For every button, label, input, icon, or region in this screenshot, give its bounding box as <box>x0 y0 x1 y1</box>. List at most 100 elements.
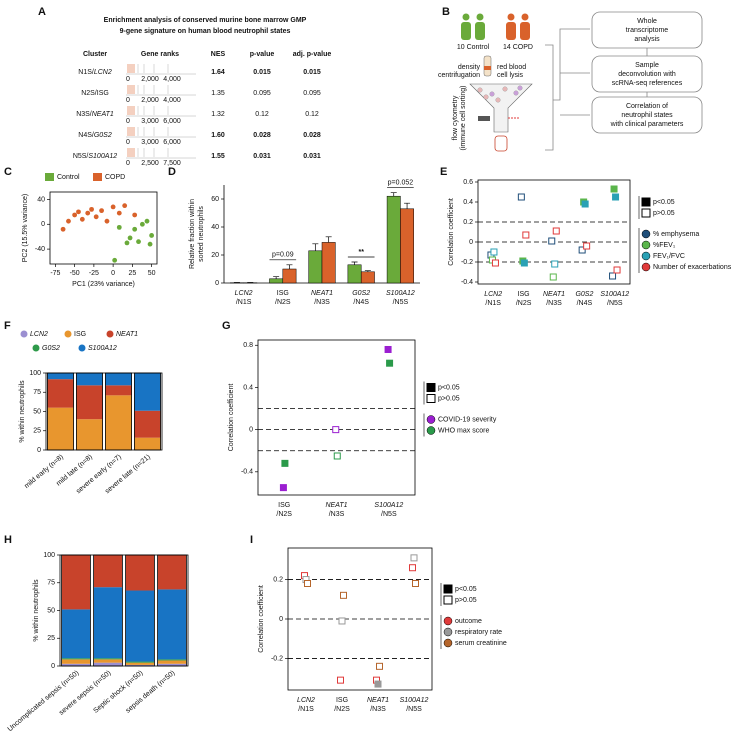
x-tick-sublabel: /N5S <box>393 299 409 306</box>
point <box>548 237 556 245</box>
rank-axis-label: 3,000 <box>141 139 159 146</box>
cell <box>517 85 523 91</box>
y-tick-label: 50 <box>47 607 55 614</box>
y-tick-label: -40 <box>35 246 45 253</box>
error-bar <box>351 261 358 265</box>
y-axis-label: % within neutrophils <box>33 579 40 642</box>
table-title: Enrichment analysis of conserved murine … <box>104 17 307 24</box>
panel-label: F <box>4 320 11 332</box>
point <box>549 273 557 281</box>
y-axis-label: sorted neutrophils <box>198 206 205 262</box>
error-bar <box>404 202 411 209</box>
panel-label: E <box>440 166 447 178</box>
point <box>139 221 145 227</box>
legend-label: % emphysema <box>653 231 699 238</box>
column-header: adj. p-value <box>293 51 332 58</box>
step-label: centrifugation <box>438 72 480 79</box>
table-value: 1.35 <box>211 90 225 97</box>
y-tick-label: 0 <box>249 426 253 433</box>
x-tick-sublabel: /N3S <box>329 511 345 518</box>
cluster-gene: ISG <box>97 90 109 97</box>
error-bar <box>273 276 280 279</box>
y-tick-label: 0 <box>51 663 55 670</box>
legend-label: p<0.05 <box>438 384 460 391</box>
point <box>613 266 621 274</box>
x-tick-sublabel: /N2S <box>334 706 350 713</box>
x-tick-sublabel: /N3S <box>546 300 562 307</box>
legend-swatch <box>20 330 28 338</box>
bar-segment <box>125 590 155 662</box>
step-label: red blood <box>497 64 526 71</box>
y-tick-label: 0.4 <box>243 384 253 391</box>
bar-segment <box>157 663 187 666</box>
column-header: p-value <box>250 51 275 58</box>
x-tick-label: G0S2 <box>352 290 370 297</box>
legend-label: NEAT1 <box>116 331 138 338</box>
collection-tube <box>494 135 508 152</box>
x-tick-label: NEAT1 <box>325 502 347 509</box>
y-tick-label: 40 <box>37 196 45 203</box>
rank-axis-label: 0 <box>126 118 130 125</box>
laser <box>478 116 490 121</box>
bar-segment <box>157 555 187 590</box>
cell <box>513 90 519 96</box>
y-tick-label: 0 <box>215 280 219 287</box>
plot-frame <box>49 191 158 265</box>
point <box>552 227 560 235</box>
table-value: 0.015 <box>253 69 271 76</box>
bar-segment <box>76 373 103 386</box>
rank-axis-label: 4,000 <box>163 76 181 83</box>
legend-swatch <box>443 638 453 648</box>
y-axis-label: Correlation coefficient <box>258 585 265 653</box>
y-tick-label: 20 <box>211 252 219 259</box>
legend-swatch <box>443 584 453 594</box>
bar-segment <box>134 437 161 450</box>
legend-swatch <box>641 197 651 207</box>
legend-swatch <box>426 426 436 435</box>
table-value: 0.028 <box>253 132 271 139</box>
box-label: analysis <box>634 36 660 43</box>
legend-swatch <box>443 627 453 637</box>
bar <box>269 278 284 284</box>
bar-segment <box>93 659 123 663</box>
bar-segment <box>76 385 103 420</box>
table-value: 1.55 <box>211 153 225 160</box>
legend-swatch <box>426 383 436 392</box>
cluster-gene: NEAT1 <box>92 111 114 118</box>
plot-frame <box>477 179 631 285</box>
process-box <box>591 96 703 134</box>
y-tick-label: 0.8 <box>243 342 253 349</box>
bar-segment <box>47 407 74 450</box>
error-bar <box>312 243 319 251</box>
rank-axis-label: 6,000 <box>163 118 181 125</box>
panel-label: I <box>250 534 253 546</box>
table-value: 0.095 <box>303 90 321 97</box>
bar-segment <box>61 658 91 660</box>
point <box>132 212 138 218</box>
x-tick-label: S100A12 <box>386 290 415 297</box>
x-tick-sublabel: /N2S <box>516 300 532 307</box>
bar <box>360 271 375 284</box>
bar <box>282 268 297 284</box>
point <box>384 345 392 353</box>
person-body <box>475 22 485 40</box>
point <box>147 241 153 247</box>
person-head <box>462 13 470 21</box>
cell <box>483 94 489 100</box>
bar-segment <box>47 373 74 380</box>
point <box>127 235 133 241</box>
point <box>76 209 81 215</box>
bar <box>347 264 362 284</box>
table-value: 0.031 <box>303 153 321 160</box>
bar-segment <box>125 555 155 591</box>
legend-label: outcome <box>455 618 482 625</box>
bar-segment <box>76 419 103 450</box>
bar-segment <box>93 658 123 660</box>
y-tick-label: 0 <box>37 447 41 454</box>
y-tick-label: -0.4 <box>461 279 473 286</box>
tube-layer <box>484 66 491 70</box>
legend-label: p<0.05 <box>653 199 675 206</box>
rank-axis-label: 4,000 <box>163 97 181 104</box>
plot-frame <box>59 554 189 667</box>
point <box>85 210 91 216</box>
